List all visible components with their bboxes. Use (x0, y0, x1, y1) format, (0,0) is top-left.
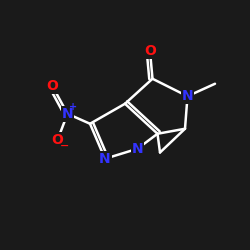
Text: O: O (46, 79, 58, 93)
Text: N: N (132, 142, 143, 156)
Text: O: O (52, 133, 64, 147)
Text: +: + (69, 102, 77, 113)
Text: N: N (99, 152, 111, 166)
Text: N: N (182, 89, 193, 103)
Text: −: − (60, 140, 69, 150)
Text: N: N (62, 107, 73, 121)
Text: O: O (144, 44, 156, 58)
